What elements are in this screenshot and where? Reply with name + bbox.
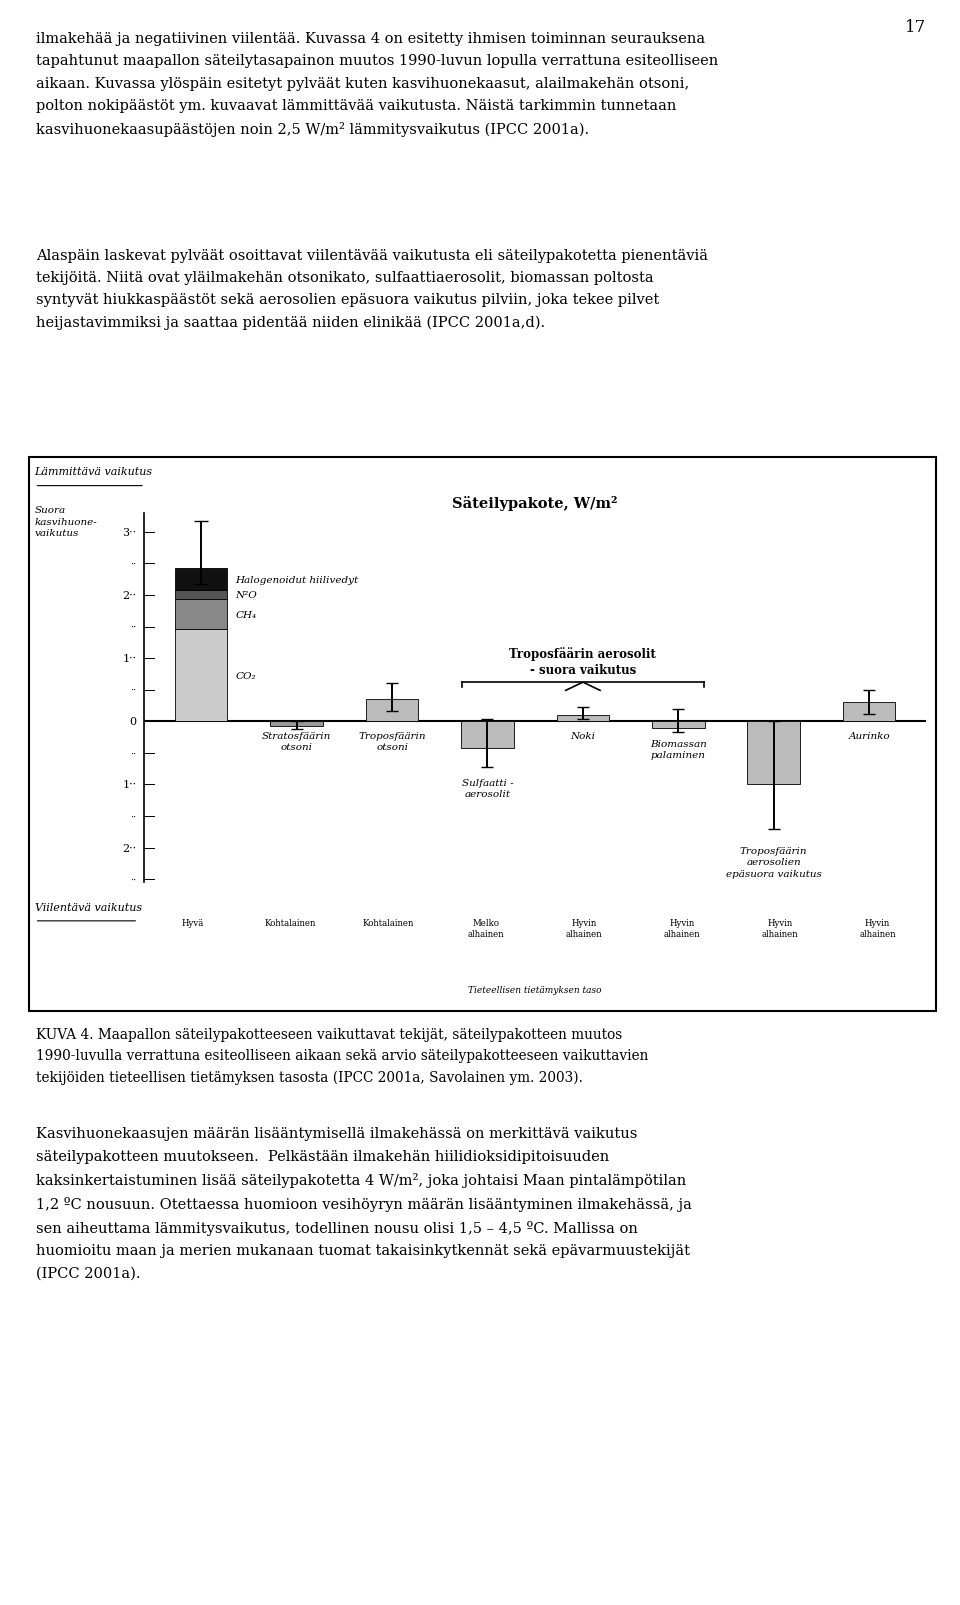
Text: Lämmittävä vaikutus: Lämmittävä vaikutus xyxy=(35,467,153,477)
Text: 0: 0 xyxy=(130,717,136,727)
Bar xyxy=(175,629,228,722)
Text: 2··: 2·· xyxy=(122,591,136,600)
Text: Suora
kasvihuone-
vaikutus: Suora kasvihuone- vaikutus xyxy=(35,506,97,538)
Text: ··: ·· xyxy=(131,875,136,884)
Text: ··: ·· xyxy=(131,750,136,758)
Bar xyxy=(557,716,610,722)
Text: N²O: N²O xyxy=(235,591,257,600)
Bar xyxy=(748,722,800,785)
Text: Hyvin
alhainen: Hyvin alhainen xyxy=(663,918,700,939)
Text: ··: ·· xyxy=(131,685,136,695)
Text: Tieteellisen tietämyksen taso: Tieteellisen tietämyksen taso xyxy=(468,985,602,995)
Text: 1··: 1·· xyxy=(122,653,136,664)
Text: Kohtalainen: Kohtalainen xyxy=(265,918,317,928)
Bar xyxy=(652,722,705,729)
Text: 2··: 2·· xyxy=(122,843,136,852)
Text: Melko
alhainen: Melko alhainen xyxy=(468,918,505,939)
Text: 17: 17 xyxy=(905,19,926,37)
Text: Troposfäärin
aerosolien
epäsuora vaikutus: Troposfäärin aerosolien epäsuora vaikutu… xyxy=(726,847,822,878)
Text: Halogenoidut hiilivedyt: Halogenoidut hiilivedyt xyxy=(235,575,358,584)
Text: Biomassan
palaminen: Biomassan palaminen xyxy=(650,740,707,759)
Bar xyxy=(175,570,228,591)
Text: Stratosfäärin
otsoni: Stratosfäärin otsoni xyxy=(262,732,331,751)
Text: ilmakehää ja negatiivinen viilentää. Kuvassa 4 on esitetty ihmisen toiminnan seu: ilmakehää ja negatiivinen viilentää. Kuv… xyxy=(36,32,719,136)
Text: ··: ·· xyxy=(131,560,136,568)
Text: Hyvin
alhainen: Hyvin alhainen xyxy=(761,918,798,939)
Text: Hyvä: Hyvä xyxy=(181,918,204,928)
Text: Viilentävä vaikutus: Viilentävä vaikutus xyxy=(35,902,142,912)
Text: 1··: 1·· xyxy=(122,780,136,790)
Text: Sulfaatti -
aerosolit: Sulfaatti - aerosolit xyxy=(462,778,514,799)
Text: CO₂: CO₂ xyxy=(235,671,255,681)
Text: KUVA 4. Maapallon säteilypakotteeseen vaikuttavat tekijät, säteilypakotteen muut: KUVA 4. Maapallon säteilypakotteeseen va… xyxy=(36,1027,649,1083)
Text: Aurinko: Aurinko xyxy=(849,732,890,740)
Text: Säteilypakote, W/m²: Säteilypakote, W/m² xyxy=(452,496,618,510)
Bar xyxy=(843,703,896,722)
Text: Kohtalainen: Kohtalainen xyxy=(363,918,414,928)
Text: Troposfäärin
otsoni: Troposfäärin otsoni xyxy=(358,732,426,751)
Text: Alaspäin laskevat pylväät osoittavat viilentävää vaikutusta eli säteilypakotetta: Alaspäin laskevat pylväät osoittavat vii… xyxy=(36,249,708,331)
Text: Noki: Noki xyxy=(570,732,595,740)
Text: Kasvihuonekaasujen määrän lisääntymisellä ilmakehässä on merkittävä vaikutus
sät: Kasvihuonekaasujen määrän lisääntymisell… xyxy=(36,1127,692,1279)
Text: Troposfäärin aerosolit
- suora vaikutus: Troposfäärin aerosolit - suora vaikutus xyxy=(510,647,657,676)
Bar xyxy=(175,591,228,600)
Bar xyxy=(29,457,936,1011)
Text: Hyvin
alhainen: Hyvin alhainen xyxy=(859,918,896,939)
Text: ··: ·· xyxy=(131,812,136,822)
Text: CH₄: CH₄ xyxy=(235,610,256,620)
Bar xyxy=(271,722,323,725)
Bar xyxy=(175,600,228,629)
Text: Hyvin
alhainen: Hyvin alhainen xyxy=(565,918,603,939)
Bar xyxy=(366,700,419,722)
Text: ··: ·· xyxy=(131,623,136,632)
Bar xyxy=(461,722,514,748)
Text: 3··: 3·· xyxy=(122,528,136,538)
